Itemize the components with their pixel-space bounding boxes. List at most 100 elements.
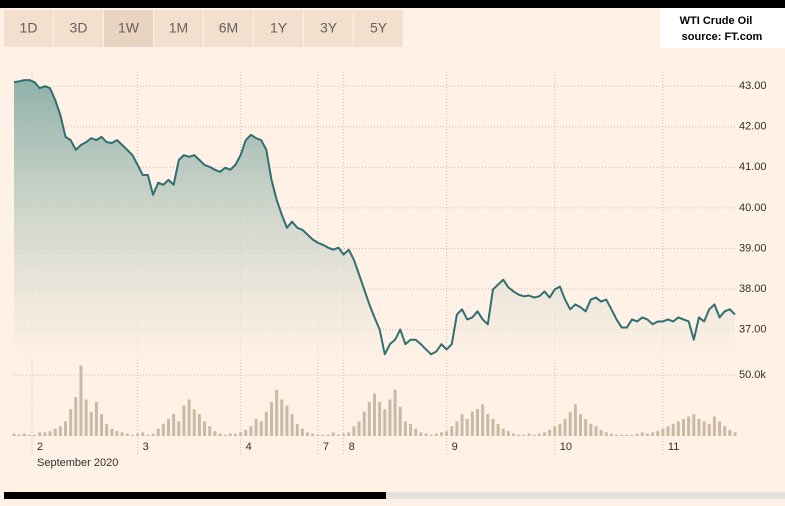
volume-bar [38,432,42,436]
volume-bar [434,433,438,436]
tab-button[interactable] [54,10,103,47]
tab-label[interactable]: 1W [118,20,140,36]
tab-label[interactable]: 3Y [320,20,338,36]
volume-bar [254,418,258,436]
volume-bar [125,433,129,436]
volume-bar [69,409,73,436]
top-bar [0,0,785,8]
volume-bar [203,421,207,436]
volume-bar [105,423,109,436]
tab-label[interactable]: 1D [20,20,38,36]
volume-bar [532,434,536,436]
source: source: FT.com [682,31,763,43]
volume-bar [48,431,52,436]
tab-button[interactable] [204,10,253,47]
volume-bar [609,433,613,436]
volume-bar [702,421,706,436]
y-tick-label: 40.00 [739,202,767,214]
volume-bar [110,428,114,436]
volume-bar [723,426,727,436]
volume-bar [470,411,474,436]
volume-bar [620,434,624,436]
volume-bar [666,426,670,436]
volume-bar [151,433,155,436]
x-tick-label: 2 [37,441,43,453]
chart-title: WTI Crude Oil [680,15,753,27]
volume-bar [553,426,557,436]
tab-label[interactable]: 3D [70,20,88,36]
volume-bar [424,433,428,436]
tab-button[interactable] [154,10,203,47]
volume-bar [383,409,387,436]
x-tick-label: 8 [349,441,355,453]
volume-bar [192,409,196,436]
volume-bar [579,414,582,436]
volume-bar [707,423,711,436]
volume-bar [687,416,691,436]
volume-bar [130,434,134,436]
scrollbar-track[interactable] [386,492,785,499]
volume-bar [100,414,104,436]
volume-bar [290,414,294,436]
volume-bar [115,431,119,436]
volume-bar [239,432,243,436]
tab-button[interactable] [4,10,53,47]
volume-bar [599,429,603,436]
tab-label[interactable]: 1Y [270,20,288,36]
volume-bar [455,421,459,436]
scrollbar-thumb[interactable] [4,492,386,499]
volume-bar [347,432,351,436]
volume-bar [177,421,181,436]
volume-bar [218,433,222,436]
volume-bar [295,423,299,436]
volume-bar [718,421,722,436]
tab-button[interactable] [304,10,353,47]
y-tick-label: 39.00 [739,242,767,254]
y-tick-label: 38.00 [739,283,767,295]
volume-bar [285,405,289,436]
volume-bar [439,432,443,436]
volume-bar [728,429,732,436]
volume-bar [481,404,485,436]
volume-bar [156,428,160,436]
volume-bar [692,414,696,436]
volume-bar [270,401,273,436]
volume-bar [486,414,490,436]
tab-label[interactable]: 6M [219,20,238,36]
volume-bar [733,432,737,436]
volume-bar [187,399,191,436]
volume-bar [316,434,320,436]
title-box [660,8,785,48]
volume-bar [357,421,361,436]
volume-bar [589,423,593,436]
volume-bar [64,421,67,436]
tab-label[interactable]: 1M [169,20,188,36]
volume-bar [615,434,619,436]
tab-button[interactable] [104,10,153,47]
volume-bar [501,428,505,436]
volume-bar [450,426,454,436]
volume-bar [172,414,176,436]
tab-button[interactable] [354,10,403,47]
volume-bar [74,397,78,436]
volume-bar [300,428,304,436]
volume-bar [213,431,217,436]
volume-bar [445,431,449,436]
volume-bar [496,423,500,436]
volume-bar [429,434,433,436]
volume-bar [352,426,356,436]
volume-bar [208,426,212,436]
volume-bar [223,434,227,436]
volume-bar [393,389,397,436]
x-tick-label: 4 [246,441,252,453]
tab-button[interactable] [254,10,303,47]
volume-bar [640,432,644,436]
tab-label[interactable]: 5Y [370,20,388,36]
volume-bar [331,432,335,436]
volume-bar [326,434,330,436]
volume-bar [362,411,366,436]
volume-bar [697,418,701,436]
y-tick-label: 41.00 [739,161,767,173]
volume-bar [367,401,371,436]
